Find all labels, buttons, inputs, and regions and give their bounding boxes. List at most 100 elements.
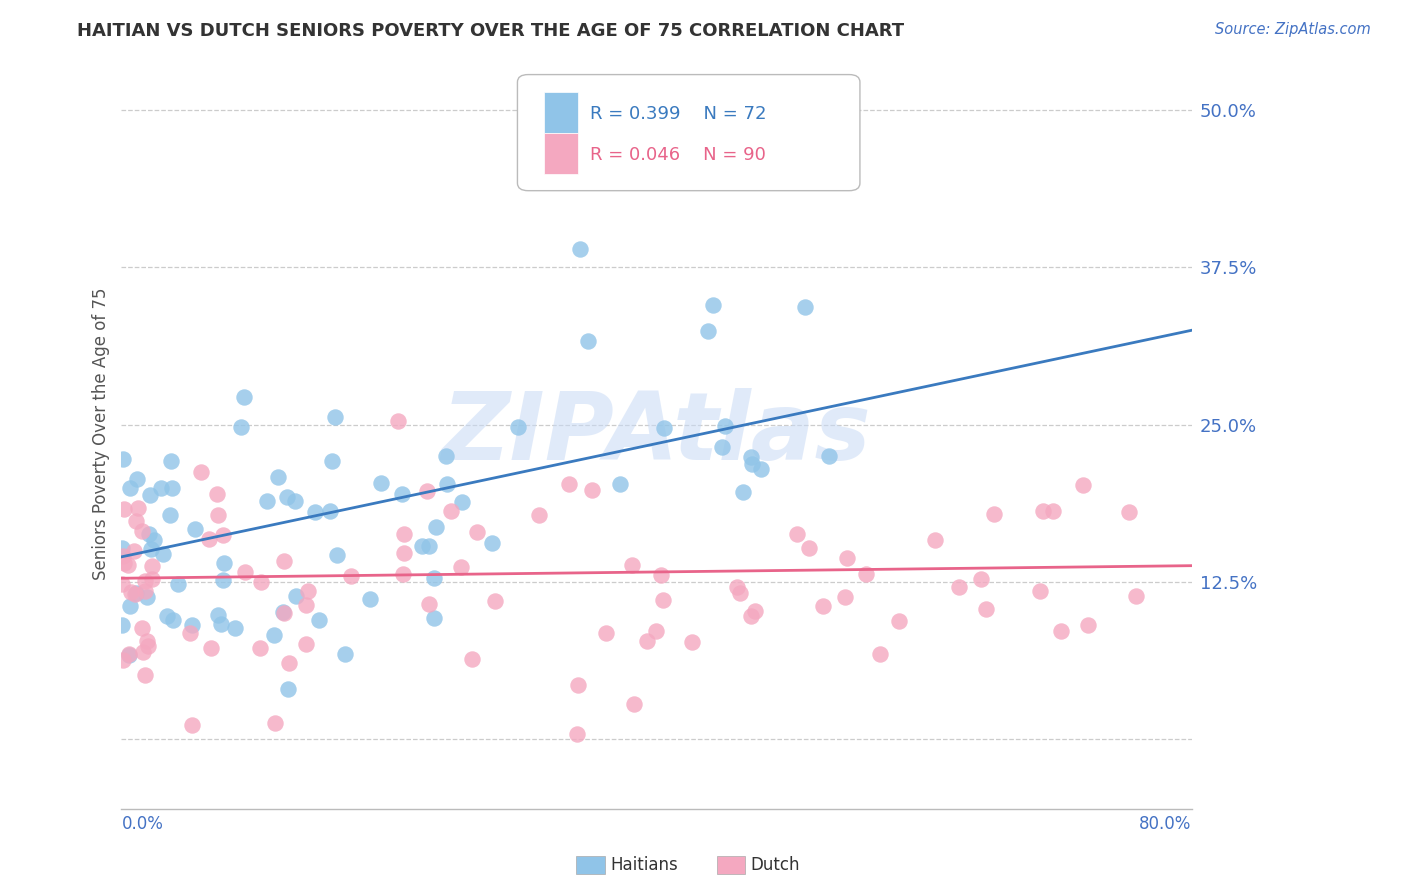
- Point: [132, 645, 155, 659]
- Point: [200, 641, 222, 656]
- Point: [558, 477, 581, 491]
- Point: [440, 504, 463, 518]
- Point: [323, 410, 346, 425]
- Text: ZIPAtlas: ZIPAtlas: [441, 388, 872, 480]
- Point: [179, 626, 201, 640]
- Point: [714, 419, 737, 434]
- Point: [136, 633, 159, 648]
- Point: [162, 613, 184, 627]
- Point: [308, 613, 330, 627]
- Point: [527, 508, 550, 523]
- Point: [125, 472, 148, 486]
- Point: [111, 617, 134, 632]
- Point: [391, 567, 413, 582]
- Point: [423, 611, 446, 625]
- Point: [139, 488, 162, 502]
- Point: [595, 626, 617, 640]
- Point: [481, 536, 503, 550]
- Point: [370, 475, 392, 490]
- Point: [797, 541, 820, 555]
- Point: [207, 607, 229, 622]
- Point: [834, 590, 856, 604]
- Point: [212, 528, 235, 542]
- Point: [321, 454, 343, 468]
- Point: [1125, 589, 1147, 603]
- Point: [231, 420, 253, 434]
- Point: [127, 501, 149, 516]
- Point: [415, 484, 437, 499]
- Point: [650, 567, 672, 582]
- Point: [273, 554, 295, 568]
- Point: [304, 505, 326, 519]
- Point: [434, 450, 457, 464]
- Point: [118, 647, 141, 661]
- Point: [869, 647, 891, 661]
- Point: [484, 594, 506, 608]
- Point: [134, 584, 156, 599]
- Point: [285, 589, 308, 603]
- Point: [576, 334, 599, 348]
- Point: [131, 524, 153, 538]
- Point: [567, 726, 589, 740]
- Point: [811, 599, 834, 613]
- Point: [460, 652, 482, 666]
- Point: [450, 559, 472, 574]
- Point: [136, 591, 159, 605]
- Point: [112, 556, 135, 570]
- Point: [118, 599, 141, 613]
- Point: [167, 577, 190, 591]
- Text: R = 0.399    N = 72: R = 0.399 N = 72: [591, 104, 766, 122]
- Point: [124, 586, 146, 600]
- Point: [793, 300, 815, 314]
- Point: [249, 640, 271, 655]
- Point: [120, 585, 142, 599]
- Point: [740, 609, 762, 624]
- Point: [974, 602, 997, 616]
- Point: [740, 450, 762, 464]
- Point: [139, 542, 162, 557]
- Point: [508, 419, 530, 434]
- Point: [111, 577, 134, 591]
- Point: [710, 440, 733, 454]
- Point: [136, 640, 159, 654]
- Point: [948, 580, 970, 594]
- Point: [256, 494, 278, 508]
- Point: [1050, 624, 1073, 638]
- Point: [277, 681, 299, 696]
- Point: [118, 481, 141, 495]
- Point: [207, 508, 229, 522]
- Point: [150, 481, 173, 495]
- Point: [725, 580, 748, 594]
- Point: [818, 450, 841, 464]
- Point: [425, 520, 447, 534]
- Point: [451, 495, 474, 509]
- Point: [263, 628, 285, 642]
- Text: 80.0%: 80.0%: [1139, 815, 1192, 833]
- Text: Dutch: Dutch: [751, 856, 800, 874]
- Point: [141, 559, 163, 574]
- Point: [159, 454, 181, 468]
- Point: [271, 605, 294, 619]
- Text: 0.0%: 0.0%: [121, 815, 163, 833]
- Point: [418, 597, 440, 611]
- Point: [111, 549, 134, 563]
- Point: [970, 572, 993, 586]
- Point: [436, 476, 458, 491]
- Point: [392, 527, 415, 541]
- Point: [131, 621, 153, 635]
- Text: Source: ZipAtlas.com: Source: ZipAtlas.com: [1215, 22, 1371, 37]
- Point: [138, 526, 160, 541]
- Point: [359, 591, 381, 606]
- Point: [276, 491, 298, 505]
- Point: [263, 715, 285, 730]
- Point: [418, 539, 440, 553]
- Point: [112, 501, 135, 516]
- Point: [340, 569, 363, 583]
- Point: [181, 617, 204, 632]
- Point: [465, 525, 488, 540]
- Point: [250, 574, 273, 589]
- Point: [924, 533, 946, 547]
- Point: [209, 617, 232, 632]
- Point: [422, 571, 444, 585]
- Point: [160, 481, 183, 495]
